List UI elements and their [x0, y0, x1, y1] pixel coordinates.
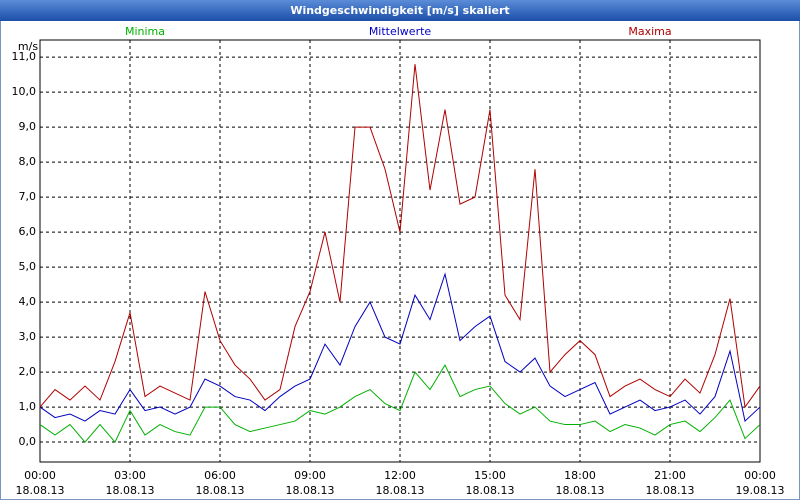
- x-tick-label: 21:00: [654, 469, 686, 482]
- plot-border: [39, 39, 761, 463]
- x-tick-label: 15:00: [474, 469, 506, 482]
- y-tick-label: 3,0: [19, 330, 37, 343]
- y-tick-label: 7,0: [19, 190, 37, 203]
- series-line: [39, 272, 761, 423]
- y-tick-label: 11,0: [12, 50, 37, 63]
- x-tick-date: 18.08.13: [16, 484, 65, 497]
- x-tick-date: 18.08.13: [376, 484, 425, 497]
- y-tick-label: 0,0: [19, 435, 37, 448]
- x-tick-label: 09:00: [294, 469, 326, 482]
- y-tick-label: 2,0: [19, 365, 37, 378]
- x-tick-label: 03:00: [114, 469, 146, 482]
- y-tick-label: 10,0: [12, 85, 37, 98]
- y-tick-label: 5,0: [19, 260, 37, 273]
- title-bar: [0, 0, 800, 21]
- chart-title: Windgeschwindigkeit [m/s] skaliert: [290, 4, 509, 17]
- x-tick-date: 18.08.13: [286, 484, 335, 497]
- legend-entry: Mittelwerte: [369, 25, 432, 38]
- x-tick-date: 18.08.13: [646, 484, 695, 497]
- x-tick-date: 18.08.13: [556, 484, 605, 497]
- x-tick-label: 00:00: [24, 469, 56, 482]
- y-tick-label: 1,0: [19, 400, 37, 413]
- x-tick-label: 00:00: [744, 469, 776, 482]
- y-tick-label: 9,0: [19, 120, 37, 133]
- y-tick-label: 8,0: [19, 155, 37, 168]
- x-tick-date: 18.08.13: [466, 484, 515, 497]
- series-line: [39, 64, 761, 409]
- x-tick-label: 18:00: [564, 469, 596, 482]
- y-tick-label: 4,0: [19, 295, 37, 308]
- legend-entry: Minima: [125, 25, 165, 38]
- x-tick-date: 19.08.13: [736, 484, 785, 497]
- x-tick-label: 06:00: [204, 469, 236, 482]
- series-line: [39, 364, 761, 443]
- x-tick-date: 18.08.13: [106, 484, 155, 497]
- legend-entry: Maxima: [628, 25, 671, 38]
- y-unit: m/s: [18, 40, 38, 53]
- y-tick-label: 6,0: [19, 225, 37, 238]
- x-tick-date: 18.08.13: [196, 484, 245, 497]
- x-tick-label: 12:00: [384, 469, 416, 482]
